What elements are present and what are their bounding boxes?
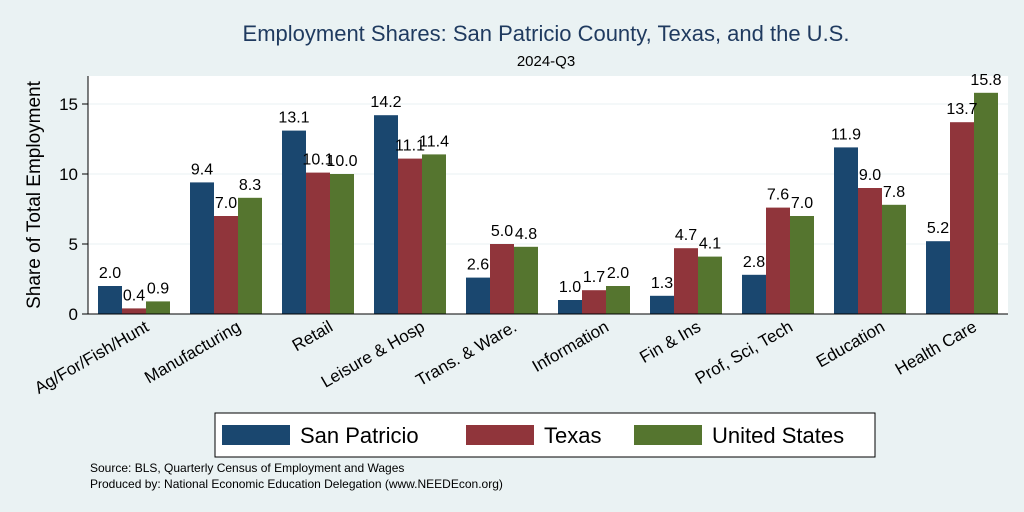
bar	[858, 188, 882, 314]
x-tick-label: Trans. & Ware.	[413, 317, 520, 390]
data-label: 10.0	[326, 153, 357, 170]
data-label: 1.0	[559, 279, 581, 296]
data-label: 2.6	[467, 257, 489, 274]
bar	[698, 256, 722, 314]
chart-title: Employment Shares: San Patricio County, …	[243, 21, 850, 46]
y-tick-label: 15	[59, 95, 78, 114]
data-label: 15.8	[970, 72, 1001, 89]
bar	[606, 286, 630, 314]
bar	[514, 246, 538, 314]
data-label: 5.0	[491, 223, 513, 240]
x-tick-label: Prof, Sci, Tech	[692, 317, 796, 388]
produced-by-note: Produced by: National Economic Education…	[90, 477, 503, 491]
legend-label: San Patricio	[300, 423, 419, 448]
bar	[582, 290, 606, 314]
bar	[98, 286, 122, 314]
bar	[282, 130, 306, 314]
legend-swatch	[634, 425, 702, 445]
data-label: 2.0	[607, 265, 629, 282]
bar	[834, 147, 858, 314]
bar	[882, 204, 906, 314]
data-label: 2.0	[99, 265, 121, 282]
bar	[238, 197, 262, 314]
data-label: 5.2	[927, 220, 949, 237]
y-tick-label: 0	[69, 305, 78, 324]
legend-swatch	[466, 425, 534, 445]
data-label: 10.1	[302, 152, 333, 169]
bar	[398, 158, 422, 314]
data-label: 14.2	[370, 94, 401, 111]
legend-label: United States	[712, 423, 844, 448]
bar	[330, 174, 354, 314]
source-note: Source: BLS, Quarterly Census of Employm…	[90, 461, 404, 475]
y-axis-label: Share of Total Employment	[24, 80, 45, 308]
x-tick-label: Retail	[289, 317, 336, 355]
bar	[766, 207, 790, 314]
bar	[490, 244, 514, 314]
data-label: 1.3	[651, 275, 673, 292]
y-ticks: 0 5 10 15	[59, 95, 88, 324]
chart-subtitle: 2024-Q3	[517, 53, 575, 70]
legend-items: San Patricio Texas United States	[222, 423, 844, 448]
bar	[650, 295, 674, 314]
y-tick-label: 10	[59, 165, 78, 184]
data-label: 1.7	[583, 269, 605, 286]
bar	[950, 122, 974, 314]
x-tick-label: Information	[529, 317, 612, 376]
data-labels: 2.00.4 0.99.47.08.313.110.110.014.211.111…	[99, 72, 1002, 305]
legend-swatch	[222, 425, 290, 445]
data-label: 11.4	[419, 133, 449, 150]
data-label: 4.7	[675, 227, 697, 244]
data-label: 0.9	[147, 280, 169, 297]
bar	[422, 154, 446, 314]
data-label: 4.8	[515, 226, 537, 243]
data-label: 9.0	[859, 167, 881, 184]
bar	[790, 216, 814, 314]
x-tick-label: Education	[813, 317, 888, 371]
data-label: 7.6	[767, 187, 789, 204]
x-tick-label: Ag/For/Fish/Hunt	[31, 317, 152, 398]
bar	[466, 277, 490, 314]
bar	[306, 172, 330, 314]
bar	[146, 301, 170, 314]
x-tick-label: Fin & Ins	[636, 317, 704, 367]
x-tick-label: Leisure & Hosp	[318, 317, 428, 392]
bar	[214, 216, 238, 314]
data-label: 13.7	[946, 101, 977, 118]
data-label: 8.3	[239, 177, 261, 194]
legend-label: Texas	[544, 423, 601, 448]
bars	[98, 92, 998, 314]
x-tick-label: Manufacturing	[141, 317, 244, 387]
bar	[742, 274, 766, 314]
data-label: 9.4	[191, 161, 213, 178]
data-label: 7.0	[791, 195, 813, 212]
data-label: 2.8	[743, 254, 765, 271]
bar	[974, 92, 998, 314]
bar	[122, 308, 146, 314]
bar	[558, 300, 582, 314]
x-tick-label: Health Care	[892, 317, 980, 379]
bar	[374, 115, 398, 314]
data-label: 7.0	[215, 195, 237, 212]
data-label: 11.9	[831, 126, 861, 143]
data-label: 0.4	[123, 287, 145, 304]
bar	[674, 248, 698, 314]
legend	[214, 412, 876, 458]
data-label: 11.1	[395, 138, 425, 155]
data-label: 7.8	[883, 184, 905, 201]
data-label: 4.1	[699, 236, 721, 253]
y-tick-label: 5	[69, 235, 78, 254]
data-label: 13.1	[278, 110, 309, 127]
bar	[190, 182, 214, 314]
bar	[926, 241, 950, 314]
